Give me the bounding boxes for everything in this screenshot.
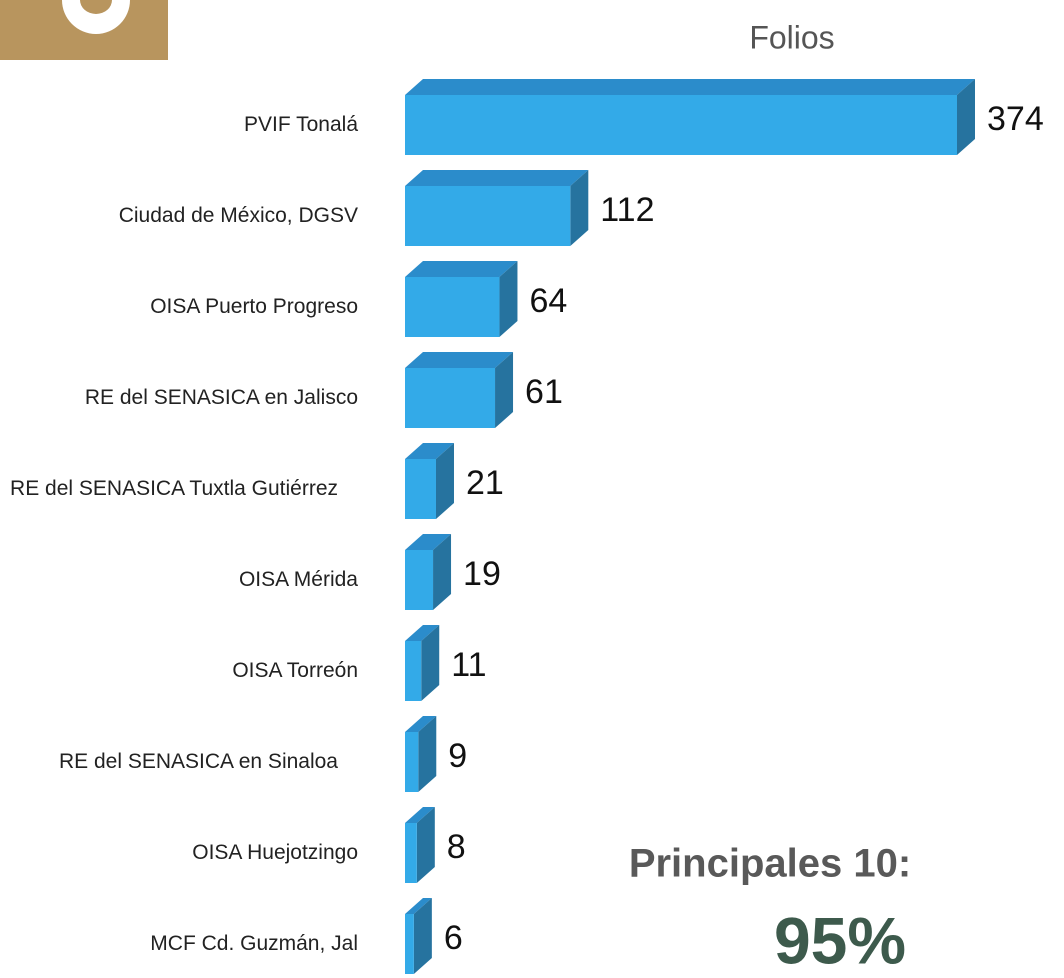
- value-label: 21: [466, 464, 504, 502]
- bar-top: [405, 352, 514, 368]
- annotation: Principales 10:: [629, 842, 911, 886]
- y-tick-label: RE del SENASICA en Jalisco: [8, 363, 358, 433]
- bar-front: [405, 823, 417, 883]
- y-tick-text: OISA Puerto Progreso: [150, 295, 358, 318]
- bar-side: [421, 625, 440, 701]
- bar: [405, 170, 589, 246]
- y-tick-text: RE del SENASICA en Jalisco: [84, 386, 358, 409]
- y-tick-label: MCF Cd. Guzmán, Jal: [8, 909, 358, 978]
- bar-front: [405, 550, 434, 610]
- value-label: 61: [525, 373, 563, 411]
- bar-front: [405, 368, 496, 428]
- bar: [405, 898, 432, 974]
- bar-top: [405, 170, 589, 186]
- y-tick-label: RE del SENASICA Tuxtla Gutiérrez: [8, 454, 338, 524]
- bar-top: [405, 716, 437, 732]
- value-label: 112: [600, 191, 654, 229]
- bar: [405, 79, 975, 155]
- bar-side: [957, 79, 975, 155]
- y-tick-text: RE del SENASICA Tuxtla Gutiérrez: [10, 477, 338, 500]
- y-tick-text: OISA Huejotzingo: [192, 841, 358, 864]
- y-tick-label: OISA Mérida: [8, 545, 358, 615]
- value-label: 6: [444, 919, 463, 957]
- bar: [405, 716, 437, 792]
- bar-front: [405, 95, 957, 155]
- bar-front: [405, 186, 571, 246]
- bar-side: [495, 352, 514, 428]
- bar-front: [405, 277, 500, 337]
- y-tick-text: OISA Mérida: [238, 568, 358, 591]
- bar-top: [405, 534, 452, 550]
- y-tick-text: RE del SENASICA en Sinaloa: [59, 750, 338, 773]
- bar-top: [405, 807, 435, 823]
- bar: [405, 625, 440, 701]
- bar-top: [405, 443, 454, 459]
- y-tick-text: OISA Torreón: [232, 659, 358, 682]
- annotation: 95%: [774, 903, 906, 977]
- bar-front: [405, 641, 422, 701]
- bar-side: [435, 443, 454, 519]
- bar-top: [405, 625, 440, 641]
- bar: [405, 261, 518, 337]
- bar-side: [499, 261, 518, 337]
- y-tick-label: OISA Torreón: [8, 636, 358, 706]
- bar: [405, 807, 435, 883]
- chart-title: Folios: [749, 19, 834, 55]
- y-tick-text: MCF Cd. Guzmán, Jal: [150, 932, 358, 955]
- badge-glyph: [62, 0, 130, 34]
- value-label: 11: [451, 646, 486, 684]
- bar-top: [405, 261, 518, 277]
- value-label: 8: [447, 828, 466, 866]
- bar-front: [405, 459, 436, 519]
- value-label: 374: [987, 100, 1044, 138]
- bar: [405, 534, 452, 610]
- bar: [405, 352, 514, 428]
- bar-side: [413, 898, 432, 974]
- bar-side: [433, 534, 452, 610]
- y-tick-label: OISA Huejotzingo: [8, 818, 358, 888]
- bar-side: [570, 170, 589, 246]
- y-tick-label: Ciudad de México, DGSV: [8, 181, 358, 251]
- value-label: 64: [529, 282, 567, 320]
- bar-side: [416, 807, 435, 883]
- y-tick-label: OISA Puerto Progreso: [8, 272, 358, 342]
- bar-front: [405, 914, 414, 974]
- y-tick-label: RE del SENASICA en Sinaloa: [8, 727, 338, 797]
- bar-front: [405, 732, 419, 792]
- value-label: 19: [463, 555, 501, 593]
- bar-top: [405, 79, 975, 95]
- bar-side: [418, 716, 437, 792]
- y-tick-text: Ciudad de México, DGSV: [118, 204, 358, 227]
- y-tick-label: PVIF Tonalá: [8, 90, 358, 160]
- y-tick-text: PVIF Tonalá: [243, 113, 358, 136]
- value-label: 9: [448, 737, 467, 775]
- bar: [405, 443, 454, 519]
- bar-top: [405, 898, 432, 914]
